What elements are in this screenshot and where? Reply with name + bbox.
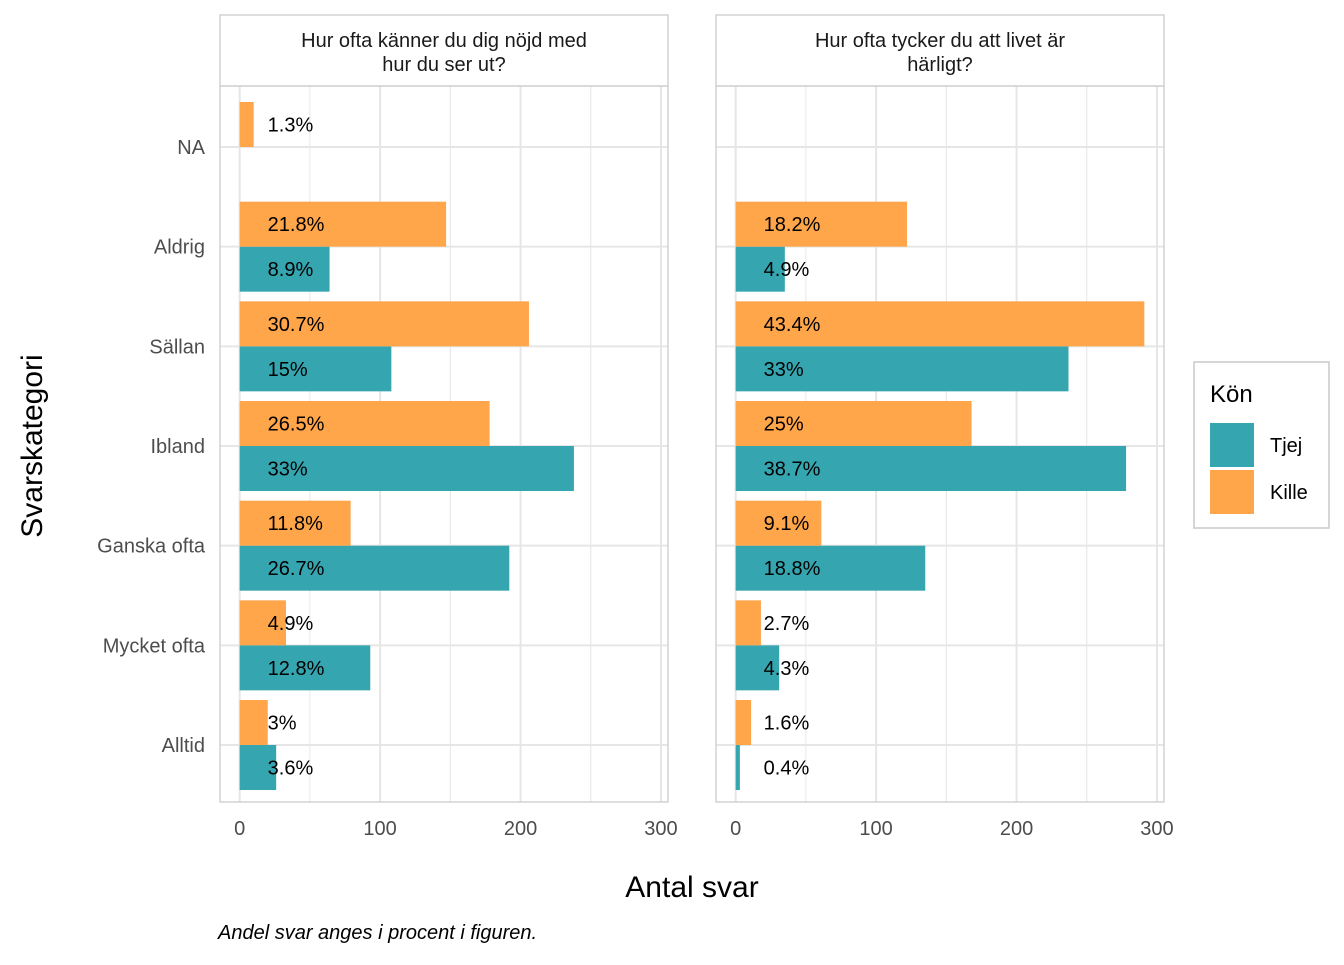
bar-kille: [735, 401, 972, 447]
legend-label-kille: Kille: [1270, 482, 1308, 504]
bar-label-kille: 9.1%: [764, 513, 810, 535]
y-tick-label: Alltid: [162, 735, 205, 757]
x-tick-label: 0: [730, 818, 741, 840]
x-tick-label: 200: [1000, 818, 1033, 840]
bar-kille: [735, 500, 822, 546]
bar-kille: [239, 102, 254, 147]
bar-tjej: [239, 745, 277, 791]
y-tick-label: NA: [177, 137, 205, 159]
y-tick-label: Ibland: [151, 436, 206, 458]
facet-title-line: Hur ofta tycker du att livet är: [815, 30, 1065, 52]
bar-label-kille: 43.4%: [764, 314, 821, 336]
bar-label-kille: 2.7%: [764, 613, 810, 635]
bar-kille: [239, 401, 490, 447]
caption: Andel svar anges i procent i figuren.: [217, 922, 537, 944]
y-tick-label: Aldrig: [154, 237, 205, 259]
facet-strip-1: [219, 14, 669, 87]
facet-title-1: Hur ofta känner du dig nöjd med hur du se…: [301, 30, 587, 76]
x-tick-label: 0: [234, 818, 245, 840]
bar-kille: [239, 301, 529, 347]
bar-kille: [735, 201, 907, 247]
bar-label-kille: 18.2%: [764, 214, 821, 236]
bar-label-kille: 21.8%: [268, 214, 325, 236]
x-tick-label: 100: [859, 818, 892, 840]
bar-label-tjej: 33%: [764, 359, 804, 381]
bar-label-tjej: 12.8%: [268, 658, 325, 680]
bar-tjej: [735, 346, 1069, 392]
panel-border-1: [219, 85, 669, 803]
x-tick-label: 200: [504, 818, 537, 840]
x-axis-title: Antal svar: [625, 871, 758, 904]
bar-tjej: [239, 645, 371, 691]
legend-key-kille: [1210, 470, 1254, 514]
bar-kille: [735, 301, 1145, 347]
bar-label-tjej: 0.4%: [764, 758, 810, 780]
bar-tjej: [239, 346, 392, 392]
y-tick-label: Ganska ofta: [97, 536, 206, 558]
facet-title-line: härligt?: [907, 54, 973, 76]
x-tick-label: 300: [644, 818, 677, 840]
legend-label-tjej: Tjej: [1270, 435, 1302, 457]
y-axis-title: Svarskategori: [16, 354, 49, 537]
bar-kille: [239, 600, 287, 646]
bar-label-tjej: 4.9%: [764, 259, 810, 281]
bar-label-tjej: 8.9%: [268, 259, 314, 281]
bar-tjej: [239, 446, 574, 492]
facet-title-2: Hur ofta tycker du att livet är härligt?: [815, 30, 1065, 76]
y-tick-label: Sällan: [149, 336, 205, 358]
panel-border-2: [715, 85, 1165, 803]
bar-kille: [239, 201, 447, 247]
bar-tjej: [735, 645, 780, 691]
bar-label-tjej: 4.3%: [764, 658, 810, 680]
bar-tjej: [239, 545, 510, 591]
bar-label-kille: 1.6%: [764, 713, 810, 735]
bar-label-tjej: 38.7%: [764, 459, 821, 481]
bar-tjej: [239, 246, 330, 292]
bar-label-kille: 11.8%: [268, 513, 323, 535]
bar-tjej: [735, 246, 785, 292]
bar-tjej: [735, 545, 926, 591]
bar-label-kille: 1.3%: [268, 115, 314, 137]
legend-key-tjej: [1210, 423, 1254, 467]
bar-label-kille: 30.7%: [268, 314, 325, 336]
bar-label-kille: 3%: [268, 713, 297, 735]
bar-label-tjej: 3.6%: [268, 758, 314, 780]
bar-label-tjej: 18.8%: [764, 558, 821, 580]
bar-label-tjej: 33%: [268, 459, 308, 481]
legend-title: Kön: [1210, 381, 1253, 408]
bar-tjej: [735, 446, 1127, 492]
facet-title-line: Hur ofta känner du dig nöjd med: [301, 30, 587, 52]
facet-title-line: hur du ser ut?: [382, 54, 505, 76]
bar-kille: [735, 700, 752, 746]
facet-strip-2: [715, 14, 1165, 87]
bar-kille: [735, 600, 761, 646]
y-tick-label: Mycket ofta: [103, 635, 206, 657]
bar-label-kille: 4.9%: [268, 613, 314, 635]
bar-label-tjej: 26.7%: [268, 558, 325, 580]
bar-label-kille: 25%: [764, 414, 804, 436]
bar-label-tjej: 15%: [268, 359, 308, 381]
x-tick-label: 300: [1140, 818, 1173, 840]
x-tick-label: 100: [363, 818, 396, 840]
bar-tjej: [735, 745, 740, 791]
bar-kille: [239, 700, 268, 746]
bar-kille: [239, 500, 351, 546]
bar-label-kille: 26.5%: [268, 414, 325, 436]
